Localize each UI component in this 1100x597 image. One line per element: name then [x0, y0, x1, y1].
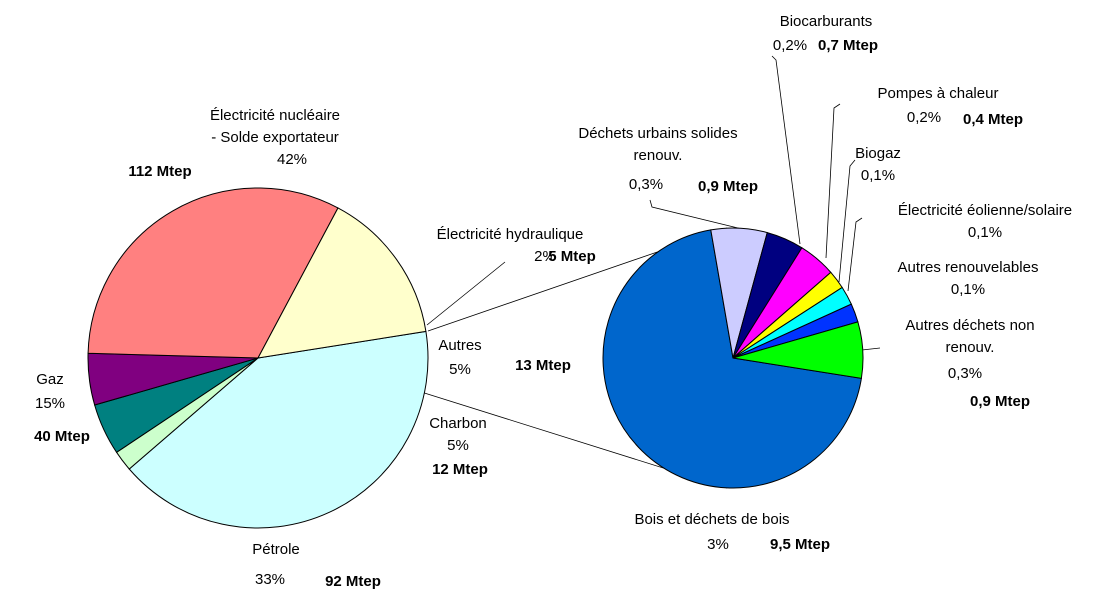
slice-label: Bois et déchets de bois — [634, 511, 789, 528]
mtep-label: 0,7 Mtep — [818, 37, 878, 54]
mtep-label: 9,5 Mtep — [770, 536, 830, 553]
percent-label: 3% — [707, 536, 729, 553]
slice-label: Électricité hydraulique — [437, 226, 584, 243]
mtep-label: 0,9 Mtep — [698, 178, 758, 195]
leader-line — [838, 159, 856, 283]
percent-label: 0,2% — [773, 37, 807, 54]
pie-slice — [732, 321, 864, 379]
leader-line — [847, 217, 863, 292]
slice-label: Gaz — [36, 371, 64, 388]
percent-label: 5% — [447, 437, 469, 454]
pie-slice — [87, 187, 339, 359]
mtep-label: 5 Mtep — [548, 248, 596, 265]
pie-slice — [128, 330, 429, 529]
percent-label: 0,3% — [948, 365, 982, 382]
slice-label: Pétrole — [252, 541, 300, 558]
leader-line — [825, 103, 841, 259]
mtep-label: 0,9 Mtep — [970, 393, 1030, 410]
percent-label: 2% — [534, 248, 556, 265]
slice-label: Autres déchets non — [905, 317, 1034, 334]
mtep-label: 92 Mtep — [325, 573, 381, 590]
mtep-label: 40 Mtep — [34, 428, 90, 445]
slice-label: renouv. — [946, 339, 995, 356]
pie-slice — [257, 207, 427, 359]
mtep-label: 13 Mtep — [515, 357, 571, 374]
slice-label: Charbon — [429, 415, 487, 432]
mtep-label: 112 Mtep — [128, 163, 191, 180]
percent-label: 0,1% — [951, 281, 985, 298]
slice-label: Pompes à chaleur — [878, 85, 999, 102]
leader-line — [861, 347, 881, 351]
leader-lines — [426, 55, 881, 351]
slice-label: Déchets urbains solides — [578, 125, 737, 142]
leader-line — [426, 261, 506, 326]
slice-label: Électricité éolienne/solaire — [898, 202, 1072, 219]
percent-label: 0,3% — [629, 176, 663, 193]
slice-label: Électricité nucléaire — [210, 107, 340, 124]
percent-label: 5% — [449, 361, 471, 378]
percent-label: 42% — [277, 151, 307, 168]
slice-label: Biocarburants — [780, 13, 873, 30]
pie-slice — [602, 229, 862, 489]
percent-label: 15% — [35, 395, 65, 412]
percent-label: 33% — [255, 571, 285, 588]
leader-line — [771, 55, 801, 245]
slice-label: Autres renouvelables — [898, 259, 1039, 276]
percent-label: 0,2% — [907, 109, 941, 126]
mtep-label: 0,4 Mtep — [963, 111, 1023, 128]
percent-label: 0,1% — [968, 224, 1002, 241]
slice-label: - Solde exportateur — [211, 129, 339, 146]
mtep-label: 12 Mtep — [432, 461, 488, 478]
slice-label: renouv. — [634, 147, 683, 164]
leader-line — [649, 199, 743, 230]
slice-label: Biogaz — [855, 145, 901, 162]
percent-label: 0,1% — [861, 167, 895, 184]
slice-label: Autres — [438, 337, 481, 354]
